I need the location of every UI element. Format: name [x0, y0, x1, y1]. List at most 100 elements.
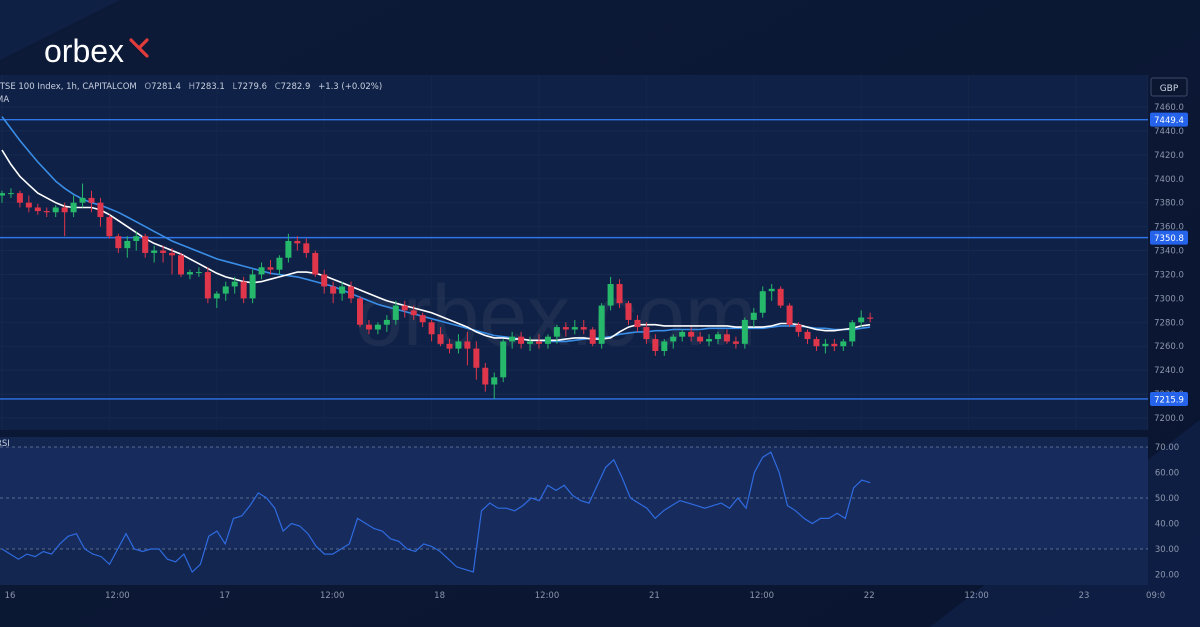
candle-body [79, 197, 86, 203]
rsi-legend[interactable]: RSI [0, 439, 10, 449]
candle-body [428, 322, 435, 335]
logo-x-accent-icon [129, 38, 149, 58]
rsi-line [1, 451, 871, 574]
candle-body [392, 305, 399, 320]
candle-body [536, 341, 542, 344]
candle-body [43, 211, 50, 213]
price-tick-label: 7240.0 [1154, 366, 1184, 376]
candle-body [759, 291, 766, 313]
candle-body [365, 324, 372, 330]
candle-body [34, 207, 41, 212]
candle-body [634, 319, 641, 328]
time-tick-label: 12:00 [750, 591, 775, 601]
candle-body [52, 207, 59, 213]
candle-body [482, 367, 489, 385]
time-tick-label: 09:0 [1146, 591, 1165, 601]
candle-body [303, 243, 310, 253]
candle-body [321, 274, 328, 287]
candle-body [571, 327, 578, 330]
candle-body [169, 252, 176, 256]
time-tick-label: 12:00 [964, 591, 989, 601]
ma-legend[interactable]: MA [0, 95, 9, 105]
open-value: 7281.4 [151, 82, 181, 92]
candle-body [741, 319, 748, 344]
candle-body [652, 339, 659, 352]
candle-body [795, 324, 802, 332]
candle-body [446, 343, 453, 349]
price-tick-label: 7200.0 [1154, 414, 1184, 424]
candle-body [178, 255, 184, 275]
level-price-label: 7350.8 [1154, 234, 1184, 244]
close-label: C [275, 82, 281, 92]
candle-body [186, 272, 193, 275]
candle-body [401, 305, 408, 311]
time-tick-label: 18 [434, 591, 445, 601]
close-value: 7282.9 [281, 82, 311, 92]
price-tick-label: 7400.0 [1154, 175, 1184, 185]
candle-body [160, 250, 167, 253]
candle-body [133, 236, 140, 241]
time-tick-label: 22 [864, 591, 875, 601]
level-price-tag [1150, 112, 1188, 127]
high-value: 7283.1 [195, 82, 225, 92]
time-tick-label: 12:00 [105, 591, 130, 601]
candle-body [213, 293, 220, 299]
rsi-tick-label: 40.00 [1155, 520, 1179, 530]
decor-shape [0, 0, 120, 60]
candle-body [527, 341, 534, 344]
candle-body [553, 327, 560, 337]
candle-body [88, 197, 95, 203]
candle-body [339, 286, 346, 294]
candle-body [204, 272, 211, 299]
price-tick-label: 7380.0 [1154, 199, 1184, 209]
candle-body [580, 327, 587, 330]
candle-body [544, 336, 551, 344]
candle-body [437, 334, 444, 344]
candle-body [786, 305, 793, 325]
candle-body [106, 217, 113, 237]
candle-body [455, 341, 462, 349]
candle-body [330, 286, 337, 294]
candle-body [312, 252, 319, 275]
currency-box[interactable] [1150, 77, 1188, 97]
open-label: O [144, 82, 151, 92]
candle-body [706, 339, 713, 342]
price-tick-label: 7340.0 [1154, 247, 1184, 257]
candle-body [840, 341, 847, 347]
candle-body [679, 331, 686, 337]
price-tick-label: 7420.0 [1154, 151, 1184, 161]
candle-body [258, 267, 265, 275]
candle-body [715, 334, 721, 340]
candle-body [464, 341, 471, 349]
watermark: orbex.com [355, 268, 757, 364]
candle-body [267, 267, 274, 270]
candle-body [383, 319, 390, 325]
time-tick-label: 16 [5, 591, 16, 601]
candle-body [240, 281, 247, 299]
rsi-tick-label: 70.00 [1155, 443, 1179, 453]
candle-body [294, 240, 301, 244]
symbol-name: FTSE 100 Index, 1h, CAPITALCOM [0, 82, 137, 92]
candle-body [410, 310, 417, 316]
candle-body [222, 286, 229, 294]
candle-body [276, 257, 283, 270]
price-tick-label: 7460.0 [1154, 103, 1184, 113]
candle-body [16, 193, 23, 203]
candle-body [661, 341, 668, 352]
candle-body [249, 274, 256, 299]
candle-body [518, 336, 525, 344]
candle-body [589, 329, 596, 344]
candle-body [697, 336, 704, 342]
candle-body [688, 331, 695, 337]
low-value: 7279.6 [237, 82, 267, 92]
candle-body [750, 312, 757, 320]
rsi-tick-label: 20.00 [1155, 571, 1179, 581]
candle-body [151, 250, 158, 253]
level-price-tag [1150, 391, 1188, 406]
candle-body [115, 236, 122, 249]
candle-body [500, 341, 507, 378]
price-tick-label: 7300.0 [1154, 294, 1184, 304]
level-price-label: 7449.4 [1154, 116, 1184, 126]
candle-body [61, 207, 68, 213]
